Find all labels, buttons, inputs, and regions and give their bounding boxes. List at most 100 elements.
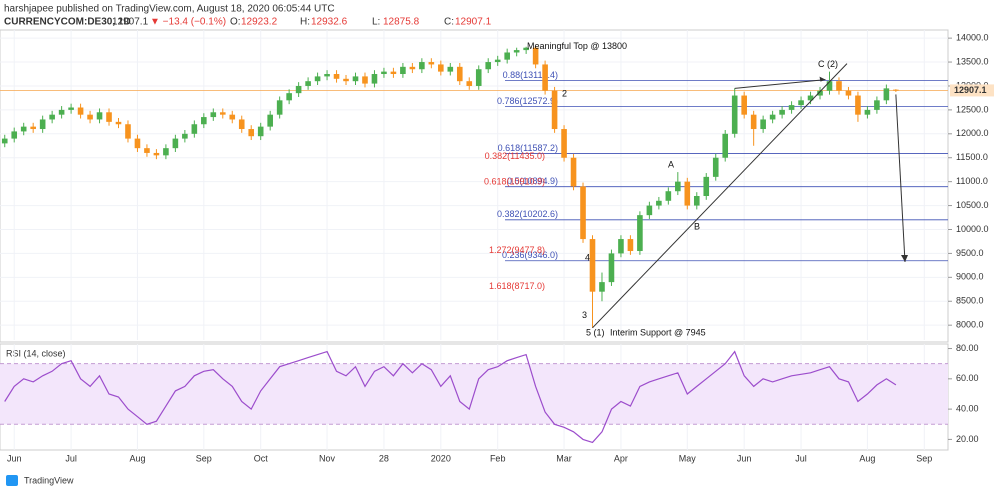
candle-body [874,100,880,110]
candle-body [599,282,605,292]
ohlc-value: 12875.8 [383,17,420,28]
candle-body [646,205,653,216]
y-tick-label: 11000.0 [956,176,988,186]
candle-body [229,114,236,120]
candle-body [817,90,823,96]
y-tick-label: 14000.0 [956,33,989,43]
last-price-badge [950,84,994,97]
candle-body [656,200,662,206]
x-tick-label: Feb [490,453,506,463]
candle-body [172,138,179,149]
y-tick-label: 8500.0 [956,296,984,306]
x-tick-label: 28 [379,453,389,463]
candle-body [49,114,55,120]
wave-label: Interim Support @ 7945 [610,328,706,338]
candle-body [163,148,169,156]
fib-label: 0.5(10894.9) [507,176,558,186]
candle-body [106,112,112,122]
candle-body [324,74,330,77]
candle-body [286,93,292,101]
candle-body [769,114,776,120]
candle-body [30,126,36,130]
candle-body [257,126,264,137]
price-pane [0,29,949,343]
candle-body [343,78,349,82]
candle-body [542,64,548,91]
candle-body [864,109,871,115]
candle-body [893,89,899,91]
candle-body [798,100,804,106]
candle-body [845,90,852,96]
candle-body [826,81,833,91]
candle-body [77,107,84,115]
candle-body [608,253,615,283]
y-tick-label: 11500.0 [956,152,988,162]
rsi-tick-label: 20.00 [956,434,979,444]
candle-body [466,81,473,86]
y-tick-label: 12000.0 [956,128,989,138]
fib-label: 0.88(13114.4) [503,70,558,80]
candle-body [504,52,510,60]
wave-label: 2 [562,88,567,98]
candle-body [390,71,397,75]
candle-body [741,95,747,115]
wave-line [734,79,826,89]
rsi-title: RSI (14, close) [6,348,66,358]
candle-body [11,131,18,139]
projection-line [895,94,906,263]
rsi-tick-label: 40.00 [956,403,979,413]
last-price-label: 12907.1 [954,85,987,95]
candle-body [456,66,463,82]
x-tick-label: Jun [737,453,752,463]
x-tick-label: Jul [795,453,807,463]
arrow-head [901,255,908,262]
candle-body [362,76,368,84]
candle-body [333,74,340,79]
candle-body [618,239,624,254]
candle-body [551,90,558,130]
candle-body [788,105,795,110]
candle-body [665,191,672,201]
candle-body [39,119,46,130]
rsi-tick-label: 60.00 [956,373,979,383]
wave-label: 3 [582,310,587,320]
y-tick-label: 9500.0 [956,248,984,258]
candle-body [352,76,359,82]
candle-body [627,239,634,252]
x-tick-label: Sep [916,453,932,463]
change: ▼ −13.4 (−0.1%) [150,17,226,28]
candle-body [513,50,520,53]
candle-body [153,152,160,156]
candle-body [210,112,217,118]
candle-body [561,129,567,158]
candle-body [523,47,529,51]
x-tick-label: 2020 [431,453,451,463]
ohlc-label: C: [444,17,454,28]
ohlc-value: 12932.6 [311,17,348,28]
wave-label: Meaningful Top @ 13800 [527,41,627,51]
candle-body [570,157,577,187]
candle-body [182,133,188,139]
y-tick-label: 8000.0 [956,320,984,330]
y-tick-label: 10500.0 [956,200,989,210]
candle-body [276,100,283,115]
candle-body [191,124,198,134]
candle-body [295,85,302,94]
candle-body [219,112,226,115]
candle-body [144,148,150,153]
ohlc-label: L: [372,17,380,28]
x-tick-label: Nov [319,453,336,463]
candle-body [87,114,93,120]
rsi-line [4,350,897,444]
candle-body [447,66,454,72]
candle-body [731,95,738,134]
candle-body [836,81,842,91]
x-tick-label: Sep [196,453,212,463]
x-tick-label: Jul [65,453,77,463]
x-tick-label: Aug [859,453,875,463]
candle-body [400,66,406,75]
ohlc-label: O: [230,17,241,28]
candle-body [371,74,378,84]
fib-label: 0.618(11587.2) [498,143,558,153]
